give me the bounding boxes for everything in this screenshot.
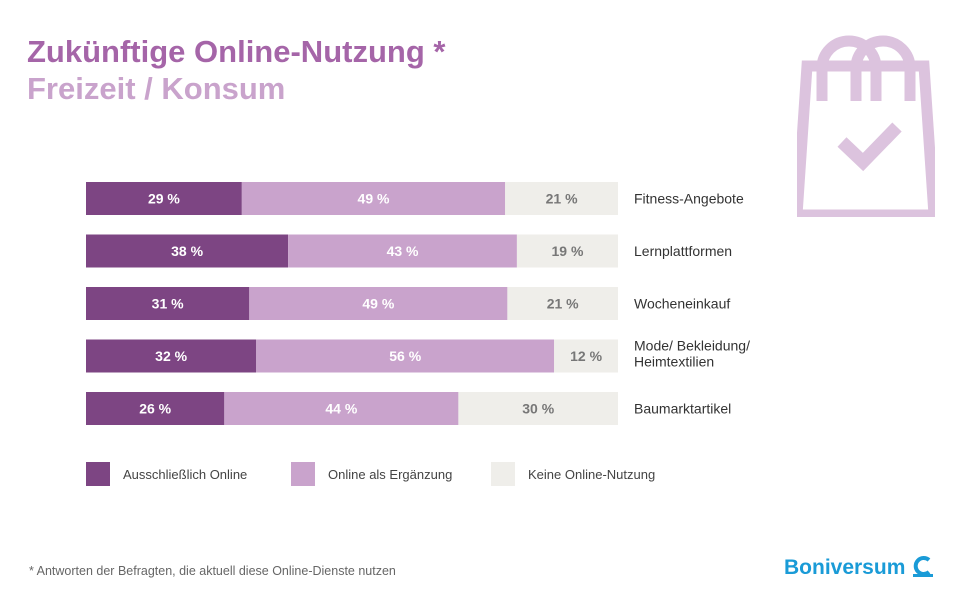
bar-no-online-1 xyxy=(516,234,618,268)
bar-no-online-3 xyxy=(554,339,618,373)
data-label-no-online-2: 21 % xyxy=(547,296,579,312)
boniversum-c-icon xyxy=(913,556,933,577)
data-label-no-online-3: 12 % xyxy=(570,348,602,364)
bar-online-supplement-4 xyxy=(224,392,459,425)
chart-title: Zukünftige Online-Nutzung * xyxy=(27,34,446,69)
legend-label-online-only: Ausschließlich Online xyxy=(123,467,248,482)
data-label-online-supplement-4: 44 % xyxy=(325,401,357,417)
bar-online-supplement-3 xyxy=(256,339,555,373)
data-label-online-only-2: 31 % xyxy=(152,296,184,312)
bar-online-only-2 xyxy=(86,287,250,320)
bar-no-online-0 xyxy=(505,182,618,215)
data-label-no-online-1: 19 % xyxy=(551,243,583,259)
data-label-no-online-0: 21 % xyxy=(546,191,578,207)
legend-swatch-online-only xyxy=(86,462,110,486)
data-label-online-only-0: 29 % xyxy=(148,191,180,207)
bar-online-supplement-0 xyxy=(241,182,506,215)
legend-swatch-online-supplement xyxy=(291,462,315,486)
brand-logo-text: Boniversum xyxy=(784,556,906,579)
bar-no-online-2 xyxy=(507,287,618,320)
data-label-online-supplement-0: 49 % xyxy=(358,191,390,207)
shopping-bag-check-icon xyxy=(797,35,935,217)
data-label-online-supplement-1: 43 % xyxy=(387,243,419,259)
bar-online-only-0 xyxy=(86,182,242,215)
data-label-online-only-3: 32 % xyxy=(155,348,187,364)
category-label-4: Baumarktartikel xyxy=(634,401,731,417)
category-label-1: Lernplattformen xyxy=(634,243,732,259)
footnote: * Antworten der Befragten, die aktuell d… xyxy=(29,564,396,578)
legend-label-no-online: Keine Online-Nutzung xyxy=(528,467,656,482)
legend-label-online-supplement: Online als Ergänzung xyxy=(328,467,453,482)
data-label-online-supplement-3: 56 % xyxy=(389,348,421,364)
category-label-3: Mode/ Bekleidung/Heimtextilien xyxy=(634,338,750,370)
data-label-online-only-1: 38 % xyxy=(171,243,203,259)
bar-online-supplement-1 xyxy=(288,234,517,268)
data-label-online-only-4: 26 % xyxy=(139,401,171,417)
bar-online-only-3 xyxy=(86,339,257,373)
data-label-online-supplement-2: 49 % xyxy=(362,296,394,312)
bar-online-only-4 xyxy=(86,392,225,425)
data-label-no-online-4: 30 % xyxy=(522,401,554,417)
bar-online-only-1 xyxy=(86,234,289,268)
bar-online-supplement-2 xyxy=(249,287,508,320)
chart-subtitle: Freizeit / Konsum xyxy=(27,71,286,106)
category-label-0: Fitness-Angebote xyxy=(634,191,744,207)
bar-no-online-4 xyxy=(458,392,618,425)
category-label-2: Wocheneinkauf xyxy=(634,296,730,312)
legend-swatch-no-online xyxy=(491,462,515,486)
